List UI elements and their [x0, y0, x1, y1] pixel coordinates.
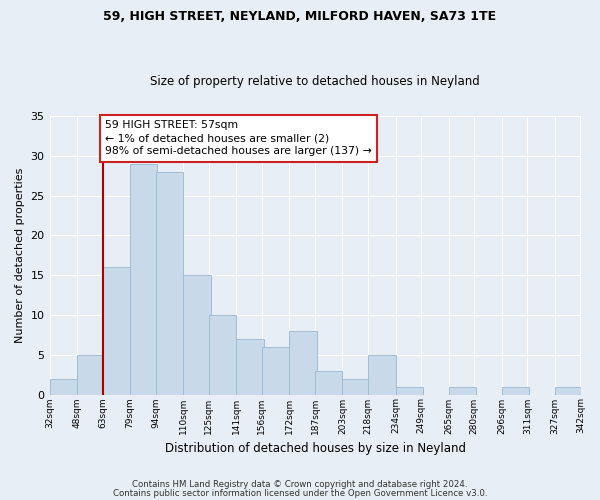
Bar — [315, 370, 343, 394]
Text: 59, HIGH STREET, NEYLAND, MILFORD HAVEN, SA73 1TE: 59, HIGH STREET, NEYLAND, MILFORD HAVEN,… — [103, 10, 497, 23]
Bar — [449, 386, 476, 394]
Title: Size of property relative to detached houses in Neyland: Size of property relative to detached ho… — [150, 76, 480, 88]
X-axis label: Distribution of detached houses by size in Neyland: Distribution of detached houses by size … — [164, 442, 466, 455]
Bar — [502, 386, 529, 394]
Bar — [183, 275, 211, 394]
Text: Contains HM Land Registry data © Crown copyright and database right 2024.: Contains HM Land Registry data © Crown c… — [132, 480, 468, 489]
Y-axis label: Number of detached properties: Number of detached properties — [15, 168, 25, 343]
Bar — [555, 386, 582, 394]
Bar — [156, 172, 183, 394]
Text: Contains public sector information licensed under the Open Government Licence v3: Contains public sector information licen… — [113, 490, 487, 498]
Bar — [343, 378, 370, 394]
Bar — [262, 347, 289, 395]
Bar — [77, 354, 104, 395]
Bar — [236, 339, 263, 394]
Bar — [289, 331, 317, 394]
Bar — [209, 315, 236, 394]
Bar — [50, 378, 77, 394]
Bar — [103, 267, 130, 394]
Bar — [395, 386, 423, 394]
Bar — [368, 354, 395, 395]
Text: 59 HIGH STREET: 57sqm
← 1% of detached houses are smaller (2)
98% of semi-detach: 59 HIGH STREET: 57sqm ← 1% of detached h… — [105, 120, 372, 156]
Bar — [130, 164, 157, 394]
